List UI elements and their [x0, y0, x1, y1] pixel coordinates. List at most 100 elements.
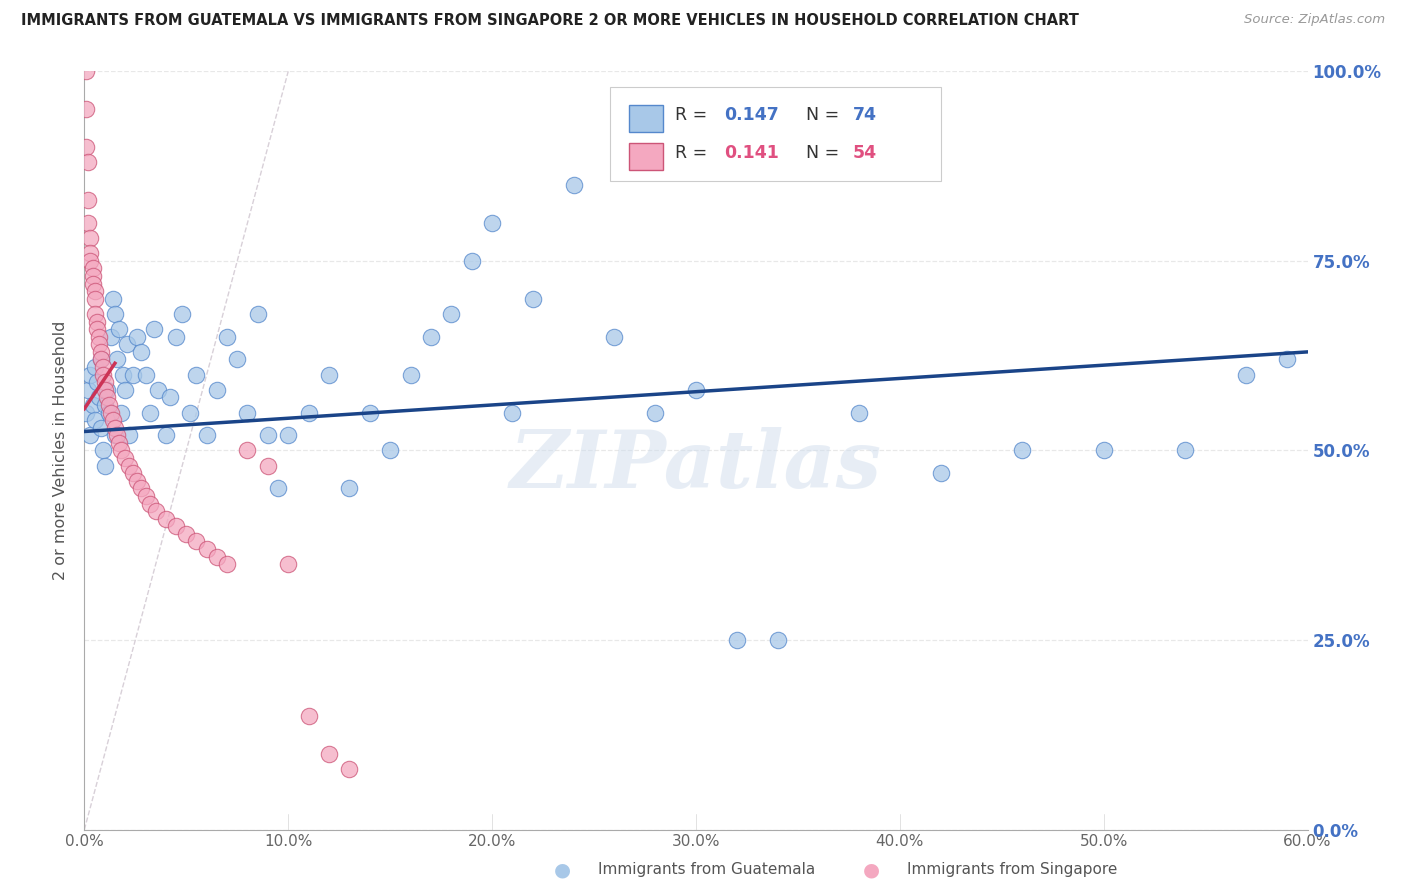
Text: Immigrants from Singapore: Immigrants from Singapore — [907, 863, 1118, 877]
Point — [75, 103, 97, 117]
Text: 0.147: 0.147 — [724, 106, 779, 124]
Point — [93, 376, 115, 390]
Point — [122, 467, 145, 481]
Point — [75, 405, 97, 420]
Point — [159, 391, 181, 405]
Point — [131, 482, 153, 496]
Point — [205, 383, 228, 397]
Text: ●: ● — [554, 860, 571, 880]
Point — [359, 405, 381, 420]
Point — [1092, 443, 1115, 458]
Y-axis label: 2 or more Vehicles in Household: 2 or more Vehicles in Household — [53, 321, 69, 580]
Point — [562, 178, 585, 193]
Point — [101, 413, 124, 427]
Point — [127, 474, 149, 488]
Point — [298, 405, 321, 420]
Point — [135, 489, 157, 503]
Point — [725, 633, 748, 648]
Point — [82, 261, 104, 276]
Point — [75, 140, 97, 154]
Point — [79, 368, 101, 382]
Point — [226, 352, 249, 367]
Point — [75, 64, 97, 78]
Point — [172, 307, 194, 321]
Point — [165, 330, 187, 344]
Point — [155, 512, 177, 526]
Point — [522, 292, 544, 306]
Text: Source: ZipAtlas.com: Source: ZipAtlas.com — [1244, 13, 1385, 27]
Point — [155, 428, 177, 442]
Point — [87, 337, 110, 351]
Point — [127, 330, 149, 344]
Point — [91, 443, 114, 458]
FancyBboxPatch shape — [628, 104, 664, 132]
Point — [108, 436, 131, 450]
Point — [77, 155, 100, 169]
Point — [236, 443, 259, 458]
Point — [318, 368, 340, 382]
Point — [93, 383, 115, 397]
Point — [96, 391, 118, 405]
Point — [96, 383, 118, 397]
Point — [848, 405, 870, 420]
Point — [79, 246, 101, 260]
Point — [90, 352, 112, 367]
Point — [138, 405, 160, 420]
Point — [105, 352, 128, 367]
Point — [318, 747, 340, 761]
Text: IMMIGRANTS FROM GUATEMALA VS IMMIGRANTS FROM SINGAPORE 2 OR MORE VEHICLES IN HOU: IMMIGRANTS FROM GUATEMALA VS IMMIGRANTS … — [21, 13, 1078, 29]
Point — [257, 428, 280, 442]
Point — [90, 352, 112, 367]
Point — [83, 359, 105, 375]
Point — [131, 344, 153, 359]
Point — [104, 307, 127, 321]
Point — [110, 443, 132, 458]
Point — [86, 322, 108, 336]
Point — [79, 231, 101, 245]
Point — [267, 482, 290, 496]
Point — [146, 383, 169, 397]
Point — [79, 253, 101, 268]
Point — [205, 549, 228, 564]
Point — [1011, 443, 1033, 458]
Point — [86, 314, 108, 328]
Point — [277, 428, 299, 442]
Point — [91, 359, 114, 375]
Point — [97, 398, 120, 412]
Point — [399, 368, 422, 382]
Point — [105, 428, 128, 442]
Point — [1236, 368, 1258, 382]
Point — [90, 421, 112, 435]
Point — [83, 292, 105, 306]
Text: R =: R = — [675, 145, 713, 162]
FancyBboxPatch shape — [610, 87, 941, 181]
Point — [186, 534, 208, 549]
Point — [112, 368, 135, 382]
Point — [257, 458, 280, 473]
Point — [481, 216, 503, 230]
Point — [83, 413, 105, 427]
Point — [766, 633, 789, 648]
Text: ZIPatlas: ZIPatlas — [510, 427, 882, 504]
Point — [122, 368, 145, 382]
Point — [179, 405, 201, 420]
Point — [186, 368, 208, 382]
Point — [165, 519, 187, 533]
Point — [236, 405, 259, 420]
Point — [277, 557, 299, 572]
Point — [195, 428, 218, 442]
Point — [298, 708, 321, 723]
Point — [461, 253, 484, 268]
Point — [380, 443, 402, 458]
Text: Immigrants from Guatemala: Immigrants from Guatemala — [598, 863, 815, 877]
Point — [174, 526, 197, 541]
Point — [100, 405, 122, 420]
Point — [118, 428, 141, 442]
Point — [217, 330, 239, 344]
Point — [246, 307, 269, 321]
Point — [77, 383, 100, 397]
Point — [110, 405, 132, 420]
Point — [82, 269, 104, 284]
Point — [339, 762, 361, 776]
Point — [217, 557, 239, 572]
